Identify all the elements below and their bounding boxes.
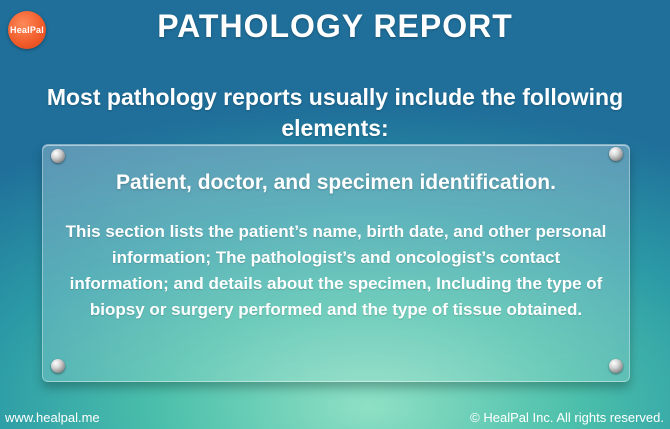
website-link[interactable]: www.healpal.me — [5, 410, 100, 425]
panel-body-text: This section lists the patient’s name, b… — [65, 222, 607, 319]
copyright-text: © HealPal Inc. All rights reserved. — [470, 410, 664, 425]
screw-icon — [51, 149, 65, 163]
screw-icon — [609, 147, 623, 161]
info-panel: Patient, doctor, and specimen identifica… — [42, 144, 630, 382]
screw-icon — [51, 359, 65, 373]
screw-icon — [609, 359, 623, 373]
panel-heading: Patient, doctor, and specimen identifica… — [116, 171, 556, 194]
page-title: PATHOLOGY REPORT — [157, 8, 513, 44]
healpal-logo: HealPal — [8, 11, 46, 49]
subtitle: Most pathology reports usually include t… — [46, 84, 624, 141]
